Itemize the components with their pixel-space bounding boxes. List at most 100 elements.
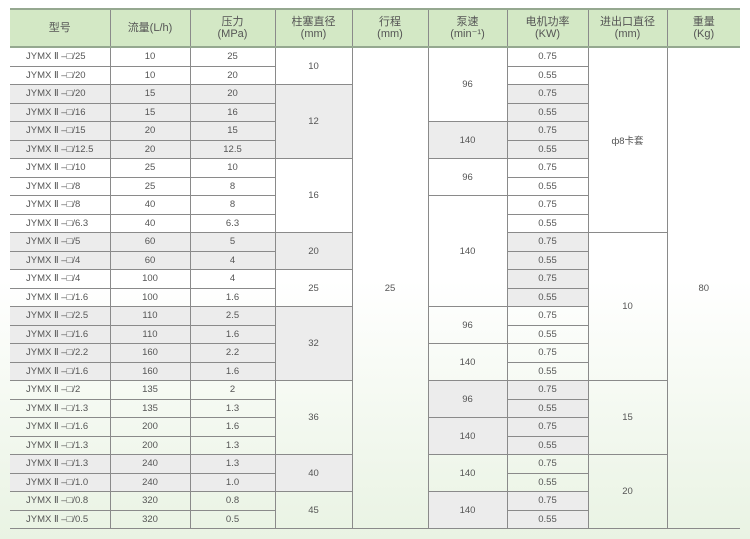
table-row: JYMX Ⅱ –□/12.5 20 12.5 0.55 [10, 139, 740, 159]
motor-power-cell: 0.75 [506, 454, 589, 474]
pressure-cell: 1.3 [189, 398, 276, 418]
plunger-diameter-cell: 25 [274, 269, 353, 307]
flow-cell: 110 [109, 306, 191, 326]
motor-power-cell: 0.55 [506, 398, 589, 418]
plunger-diameter-cell: 20 [274, 232, 353, 270]
motor-power-cell: 0.75 [506, 343, 589, 363]
motor-power-cell: 0.55 [506, 324, 589, 344]
header-unit: (MPa) [217, 28, 248, 40]
motor-power-cell: 0.75 [506, 491, 589, 511]
header-plunger-diameter: 柱塞直径 (mm) [274, 8, 353, 48]
pump-speed-cell: 96 [427, 158, 508, 196]
header-label: 柱塞直径 [291, 16, 336, 28]
pressure-cell: 5 [189, 232, 276, 252]
pressure-cell: 8 [189, 176, 276, 196]
table-row: JYMX Ⅱ –□/5 60 5 20 0.75 10 [10, 232, 740, 381]
header-row: 型号 流量(L/h) 压力 (MPa) 柱塞直径 (mm) 行程 (mm) 泵速 (min⁻¹) 电… [10, 8, 740, 48]
flow-cell: 40 [109, 213, 191, 233]
model-cell: JYMX Ⅱ –□/8 [10, 176, 111, 196]
flow-cell: 20 [109, 139, 191, 159]
model-cell: JYMX Ⅱ –□/1.6 [10, 361, 111, 381]
header-stroke: 行程 (mm) [351, 8, 429, 48]
plunger-diameter-cell: 45 [274, 491, 353, 529]
motor-power-cell: 0.75 [506, 232, 589, 252]
pump-speed-cell: 140 [427, 491, 508, 529]
flow-cell: 100 [109, 269, 191, 289]
header-unit: (Kg) [693, 28, 715, 40]
flow-cell: 20 [109, 121, 191, 141]
flow-cell: 160 [109, 361, 191, 381]
model-cell: JYMX Ⅱ –□/12.5 [10, 139, 111, 159]
pressure-cell: 25 [189, 46, 276, 67]
model-cell: JYMX Ⅱ –□/4 [10, 250, 111, 270]
header-pump-speed: 泵速 (min⁻¹) [427, 8, 508, 48]
model-cell: JYMX Ⅱ –□/2 [10, 380, 111, 400]
table-row: JYMX Ⅱ –□/15 20 15 140 0.75 [10, 121, 740, 159]
stroke-cell: 25 [351, 46, 429, 529]
flow-cell: 10 [109, 46, 191, 67]
pump-speed-cell: 140 [427, 195, 508, 307]
flow-cell: 200 [109, 435, 191, 455]
header-label: 泵速 [456, 16, 479, 28]
model-cell: JYMX Ⅱ –□/16 [10, 102, 111, 122]
flow-cell: 100 [109, 287, 191, 307]
motor-power-cell: 0.75 [506, 158, 589, 178]
pressure-cell: 4 [189, 269, 276, 289]
model-cell: JYMX Ⅱ –□/1.6 [10, 417, 111, 437]
flow-cell: 25 [109, 176, 191, 196]
flow-cell: 135 [109, 398, 191, 418]
pressure-cell: 1.0 [189, 472, 276, 492]
model-cell: JYMX Ⅱ –□/10 [10, 158, 111, 178]
table-row: JYMX Ⅱ –□/1.6 160 1.6 0.55 [10, 361, 740, 381]
table-row: JYMX Ⅱ –□/25 10 25 10 25 96 0.75 ф8卡套 80 [10, 46, 740, 529]
motor-power-cell: 0.55 [506, 361, 589, 381]
model-cell: JYMX Ⅱ –□/1.3 [10, 398, 111, 418]
motor-power-cell: 0.75 [506, 46, 589, 67]
flow-cell: 15 [109, 84, 191, 104]
pressure-cell: 1.3 [189, 435, 276, 455]
header-pressure: 压力 (MPa) [189, 8, 276, 48]
flow-cell: 135 [109, 380, 191, 400]
plunger-diameter-cell: 12 [274, 84, 353, 159]
motor-power-cell: 0.75 [506, 84, 589, 104]
header-flow: 流量(L/h) [109, 8, 191, 48]
motor-power-cell: 0.75 [506, 306, 589, 326]
pressure-cell: 15 [189, 121, 276, 141]
table-row: JYMX Ⅱ –□/4 60 4 0.55 [10, 250, 740, 270]
pressure-cell: 2 [189, 380, 276, 400]
motor-power-cell: 0.55 [506, 509, 589, 529]
header-unit: (mm) [377, 28, 403, 40]
table-row: JYMX Ⅱ –□/1.3 135 1.3 0.55 [10, 398, 740, 418]
header-motor-power: 电机功率 (KW) [506, 8, 589, 48]
port-diameter-cell: 15 [587, 380, 668, 455]
motor-power-cell: 0.55 [506, 176, 589, 196]
motor-power-cell: 0.75 [506, 380, 589, 400]
pump-speed-cell: 140 [427, 121, 508, 159]
table-row: JYMX Ⅱ –□/8 25 8 0.55 [10, 176, 740, 196]
table-body: JYMX Ⅱ –□/25 10 25 10 25 96 0.75 ф8卡套 80 JYMX Ⅱ –… [10, 46, 740, 529]
header-label: 型号 [48, 22, 71, 34]
table-row: JYMX Ⅱ –□/20 10 20 0.55 [10, 65, 740, 85]
plunger-diameter-cell: 40 [274, 454, 353, 492]
model-cell: JYMX Ⅱ –□/25 [10, 46, 111, 67]
pressure-cell: 12.5 [189, 139, 276, 159]
model-cell: JYMX Ⅱ –□/8 [10, 195, 111, 215]
flow-cell: 320 [109, 491, 191, 511]
table-row: JYMX Ⅱ –□/16 15 16 0.55 [10, 102, 740, 122]
motor-power-cell: 0.55 [506, 213, 589, 233]
flow-cell: 200 [109, 417, 191, 437]
pump-speed-cell: 140 [427, 454, 508, 492]
port-diameter-cell: 10 [587, 232, 668, 381]
pressure-cell: 8 [189, 195, 276, 215]
header-unit: (min⁻¹) [450, 28, 485, 40]
plunger-diameter-cell: 10 [274, 46, 353, 85]
pressure-cell: 1.6 [189, 324, 276, 344]
table-row: JYMX Ⅱ –□/6.3 40 6.3 0.55 [10, 213, 740, 233]
model-cell: JYMX Ⅱ –□/2.5 [10, 306, 111, 326]
model-cell: JYMX Ⅱ –□/1.3 [10, 454, 111, 474]
motor-power-cell: 0.55 [506, 102, 589, 122]
weight-cell: 80 [666, 46, 740, 529]
model-cell: JYMX Ⅱ –□/4 [10, 269, 111, 289]
flow-cell: 320 [109, 509, 191, 529]
header-label: 流量(L/h) [127, 22, 173, 34]
